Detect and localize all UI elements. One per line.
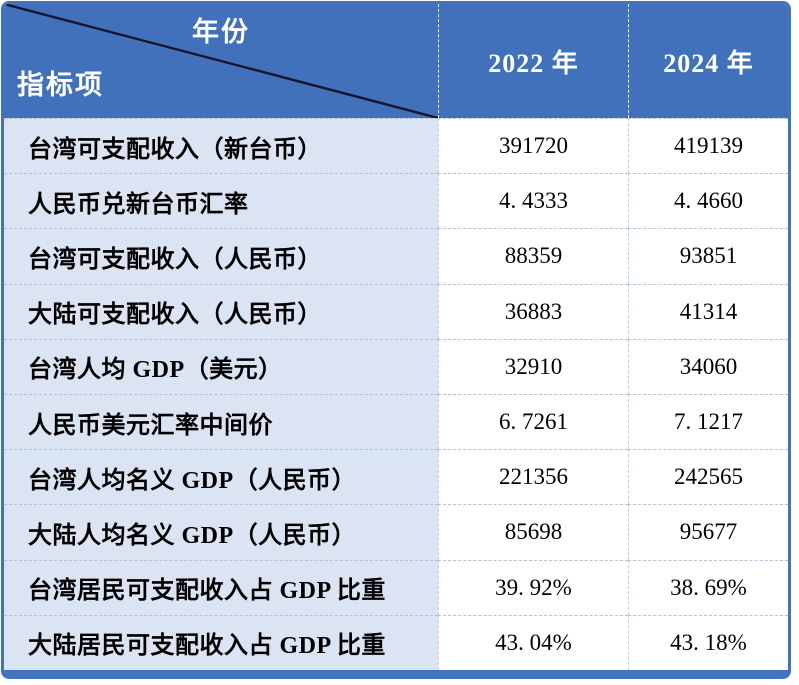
- value-cell: 43. 18%: [628, 614, 788, 670]
- value-cell: 391720: [438, 118, 628, 174]
- value-cell: 39. 92%: [438, 559, 628, 615]
- value-cell: 93851: [628, 228, 788, 284]
- value-cell: 419139: [628, 118, 788, 174]
- value-cell: 34060: [628, 338, 788, 394]
- value-cell: 4. 4333: [438, 173, 628, 229]
- value-cell: 6. 7261: [438, 394, 628, 450]
- row-label: 大陆人均名义 GDP（人民币）: [4, 504, 438, 560]
- row-label: 人民币兑新台币汇率: [4, 173, 438, 229]
- row-label: 台湾居民可支配收入占 GDP 比重: [4, 559, 438, 615]
- corner-year-label: 年份: [192, 17, 250, 47]
- row-label: 大陆居民可支配收入占 GDP 比重: [4, 614, 438, 670]
- value-cell: 4. 4660: [628, 173, 788, 229]
- value-cell: 36883: [438, 283, 628, 339]
- value-cell: 41314: [628, 283, 788, 339]
- row-label: 人民币美元汇率中间价: [4, 394, 438, 450]
- value-cell: 43. 04%: [438, 614, 628, 670]
- column-header-2022: 2022 年: [438, 4, 628, 118]
- corner-indicator-label: 指标项: [17, 70, 104, 100]
- value-cell: 32910: [438, 338, 628, 394]
- row-label: 台湾可支配收入（新台币）: [4, 118, 438, 174]
- value-cell: 95677: [628, 504, 788, 560]
- diagonal-divider-line: [4, 4, 438, 118]
- value-cell: 38. 69%: [628, 559, 788, 615]
- row-label: 台湾可支配收入（人民币）: [4, 228, 438, 284]
- row-label: 台湾人均 GDP（美元）: [4, 338, 438, 394]
- table-corner-cell: 年份 指标项: [4, 4, 438, 118]
- value-cell: 88359: [438, 228, 628, 284]
- value-cell: 85698: [438, 504, 628, 560]
- row-label: 大陆可支配收入（人民币）: [4, 283, 438, 339]
- value-cell: 221356: [438, 449, 628, 505]
- value-cell: 7. 1217: [628, 394, 788, 450]
- value-cell: 242565: [628, 449, 788, 505]
- row-label: 台湾人均名义 GDP（人民币）: [4, 449, 438, 505]
- comparison-table: 年份 指标项 2022 年 2024 年 台湾可支配收入（新台币） 391720…: [1, 1, 791, 679]
- column-header-2024: 2024 年: [628, 4, 788, 118]
